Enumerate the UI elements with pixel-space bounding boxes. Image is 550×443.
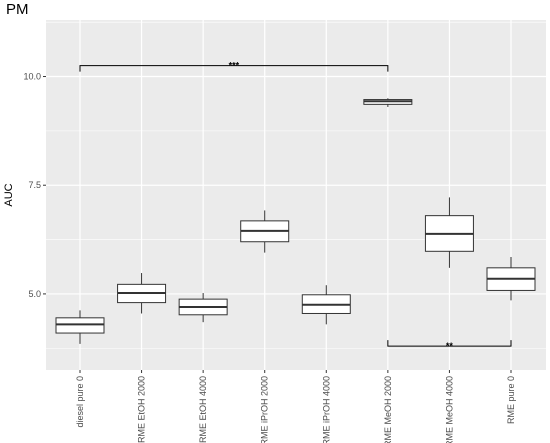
plot-panel [46, 20, 546, 370]
box-rme-meoh-4000 [424, 197, 474, 268]
y-tick-label: 7.5 [28, 180, 41, 190]
significance-bracket: ** [387, 340, 512, 351]
box-rme-iproh-2000 [240, 210, 290, 253]
x-tick-label: diesel pure 0 [75, 376, 85, 428]
x-tick-label: RME EtOH 4000 [198, 376, 208, 443]
box-rme-meoh-2000 [363, 98, 413, 107]
box-rme-etoh-2000 [117, 273, 167, 314]
x-tick-label: RME iPrOH 2000 [260, 376, 270, 443]
y-axis-label: AUC [3, 183, 15, 206]
box-rme-iproh-4000 [301, 285, 351, 325]
y-tick-label: 5.0 [28, 289, 41, 299]
box-diesel-pure-0 [55, 310, 105, 344]
x-tick-label: RME MeOH 4000 [444, 376, 454, 443]
significance-bracket: *** [79, 61, 389, 72]
box-rme-etoh-4000 [178, 293, 228, 323]
box-rme-pure-0 [486, 256, 536, 301]
chart-title: PM [6, 1, 29, 18]
x-tick-label: RME MeOH 2000 [383, 376, 393, 443]
y-tick-label: 10.0 [23, 72, 41, 82]
x-tick-label: RME iPrOH 4000 [321, 376, 331, 443]
bracket-line [387, 340, 512, 347]
y-tick-labels: 5.0 7.5 10.0 [23, 72, 46, 299]
significance-annotations: ***** [79, 61, 512, 351]
x-tick-label: RME EtOH 2000 [137, 376, 147, 443]
x-tick-label: RME pure 0 [506, 376, 516, 424]
iqr-box [55, 317, 105, 334]
box-series [55, 98, 536, 344]
bracket-line [79, 65, 389, 72]
grid-lines [46, 20, 546, 370]
significance-label: ** [446, 341, 454, 351]
x-tick-labels: diesel pure 0 RME EtOH 2000 RME EtOH 4000 R… [75, 370, 516, 443]
significance-label: *** [229, 61, 240, 71]
